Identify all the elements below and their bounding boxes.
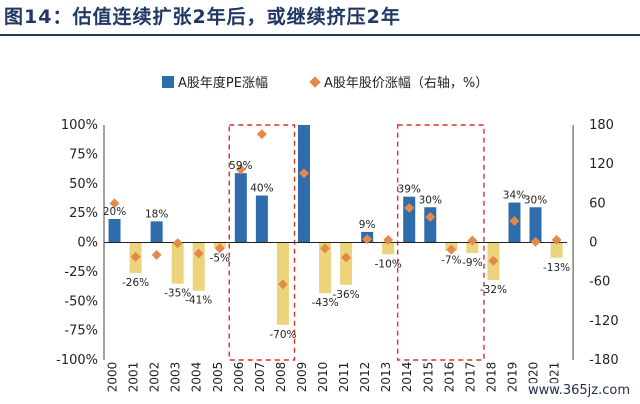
bar-value-label-2005: -5% (210, 252, 230, 264)
right-tick-label: 0 (589, 236, 597, 251)
left-tick-label: 100% (61, 118, 98, 133)
bar-value-label-2008: -70% (269, 329, 296, 341)
bar-value-label-2000: 20% (103, 206, 126, 218)
pe-bar-2007 (255, 195, 268, 243)
x-tick-label-2006: 2006 (232, 362, 246, 393)
price-marker-2002 (151, 249, 162, 260)
left-tick-label: 25% (69, 206, 98, 221)
pe-bar-2002 (150, 221, 163, 243)
pe-bar-2009 (297, 125, 310, 243)
right-tick-label: 60 (589, 196, 606, 211)
price-marker-2018 (488, 255, 499, 266)
price-marker-2003 (172, 238, 183, 249)
price-marker-2006 (235, 164, 246, 175)
legend-bar-swatch (162, 76, 174, 88)
left-tick-label: -50% (64, 294, 98, 309)
x-tick-label-2000: 2000 (106, 362, 120, 393)
pe-bar-2020 (529, 207, 542, 243)
price-marker-2014 (404, 202, 415, 213)
price-marker-2013 (383, 234, 394, 245)
right-tick-label: 120 (589, 157, 614, 172)
x-tick-label-2010: 2010 (316, 362, 330, 393)
x-tick-label-2015: 2015 (421, 362, 435, 393)
right-tick-label: -180 (589, 353, 619, 368)
x-tick-label-2013: 2013 (379, 362, 393, 393)
price-marker-2017 (467, 235, 478, 246)
legend-pe-label: A股年度PE涨幅 (178, 75, 268, 91)
bar-value-label-2021: -13% (543, 262, 570, 274)
bar-value-label-2001: -26% (122, 277, 149, 289)
left-tick-label: -100% (56, 353, 98, 368)
left-tick-label: 75% (69, 147, 98, 162)
bar-value-label-2003: -35% (164, 288, 191, 300)
left-tick-label: 0% (77, 236, 98, 251)
pe-bar-2013 (382, 242, 395, 255)
x-tick-label-2016: 2016 (442, 362, 456, 393)
right-tick-label: -60 (589, 275, 610, 290)
bar-value-label-2014: 39% (398, 184, 421, 196)
x-tick-label-2008: 2008 (274, 362, 288, 393)
bar-value-label-2011: -36% (333, 289, 360, 301)
chart-legend: A股年度PE涨幅 A股年股价涨幅（右轴，%） (162, 75, 488, 91)
x-tick-label-2009: 2009 (295, 362, 309, 393)
bar-value-label-2013: -10% (375, 258, 402, 270)
bar-value-label-2006: 59% (229, 160, 252, 172)
x-tick-label-2007: 2007 (253, 362, 267, 393)
price-marker-2004 (193, 248, 204, 259)
bar-value-label-2007: 40% (250, 183, 273, 195)
bar-value-label-2015: 30% (419, 194, 442, 206)
pe-bar-2017 (466, 242, 479, 254)
pe-bar-2021 (550, 242, 563, 258)
watermark: www.365jz.com (526, 383, 632, 398)
x-tick-label-2011: 2011 (337, 362, 351, 393)
left-tick-label: -75% (64, 324, 98, 339)
price-marker-2012 (362, 234, 373, 245)
x-tick-label-2018: 2018 (484, 362, 498, 393)
pe-bar-2011 (340, 242, 353, 285)
bar-value-label-2017: -9% (462, 257, 482, 269)
bar-value-label-2016: -7% (441, 255, 461, 267)
price-marker-2007 (256, 129, 267, 140)
bar-value-label-2010: -43% (311, 297, 338, 309)
pe-bar-2010 (319, 242, 332, 294)
left-tick-label: -25% (64, 265, 98, 280)
bar-value-label-2002: 18% (145, 208, 168, 220)
price-marker-2005 (214, 243, 225, 254)
price-marker-2010 (320, 243, 330, 254)
pe-bar-2003 (171, 242, 184, 284)
x-tick-label-2002: 2002 (148, 362, 162, 393)
x-tick-label-2004: 2004 (190, 362, 204, 393)
x-tick-label-2019: 2019 (505, 362, 519, 393)
price-marker-2015 (425, 212, 436, 222)
figure-title: 图14：估值连续扩张2年后，或继续挤压2年 (4, 6, 401, 28)
x-tick-label-2017: 2017 (463, 362, 477, 393)
price-marker-2000 (109, 198, 120, 209)
bar-value-label-2012: 9% (359, 219, 376, 231)
price-marker-2011 (341, 252, 352, 263)
price-marker-2008 (277, 279, 288, 290)
price-marker-2001 (130, 251, 141, 262)
price-marker-2021 (551, 234, 562, 245)
legend-diamond-swatch (309, 76, 321, 88)
title-divider (0, 34, 640, 36)
x-tick-label-2014: 2014 (400, 362, 414, 393)
price-marker-2020 (530, 236, 541, 247)
bar-value-label-2019: 34% (503, 190, 526, 202)
left-tick-label: 50% (69, 177, 98, 192)
right-tick-label: 180 (589, 118, 614, 133)
pe-bar-2006 (234, 173, 247, 243)
x-tick-label-2005: 2005 (211, 362, 225, 393)
bar-value-label-2018: -32% (480, 284, 507, 296)
bar-value-label-2004: -41% (185, 295, 212, 307)
x-tick-label-2012: 2012 (358, 362, 372, 393)
price-marker-2016 (446, 244, 457, 255)
right-tick-label: -120 (589, 314, 619, 329)
legend-price-label: A股年股价涨幅（右轴，%） (324, 76, 488, 91)
price-marker-2009 (299, 168, 309, 179)
bar-value-label-2020: 30% (524, 194, 547, 206)
pe-bar-2000 (108, 219, 121, 243)
x-tick-label-2001: 2001 (127, 362, 141, 393)
x-tick-label-2003: 2003 (169, 362, 183, 393)
